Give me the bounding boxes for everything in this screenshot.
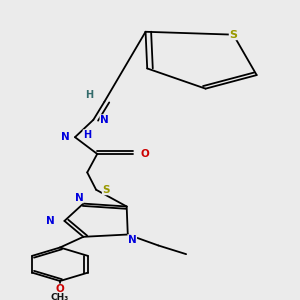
Text: H: H — [83, 130, 91, 140]
Text: S: S — [102, 185, 110, 195]
Text: S: S — [229, 30, 237, 40]
Text: N: N — [46, 216, 55, 226]
Text: N: N — [100, 115, 109, 125]
Text: N: N — [128, 235, 136, 245]
Text: N: N — [74, 193, 83, 203]
Text: CH₃: CH₃ — [51, 293, 69, 300]
Text: H: H — [85, 90, 93, 100]
Text: O: O — [56, 284, 64, 294]
Text: N: N — [61, 132, 69, 142]
Text: O: O — [140, 149, 149, 159]
